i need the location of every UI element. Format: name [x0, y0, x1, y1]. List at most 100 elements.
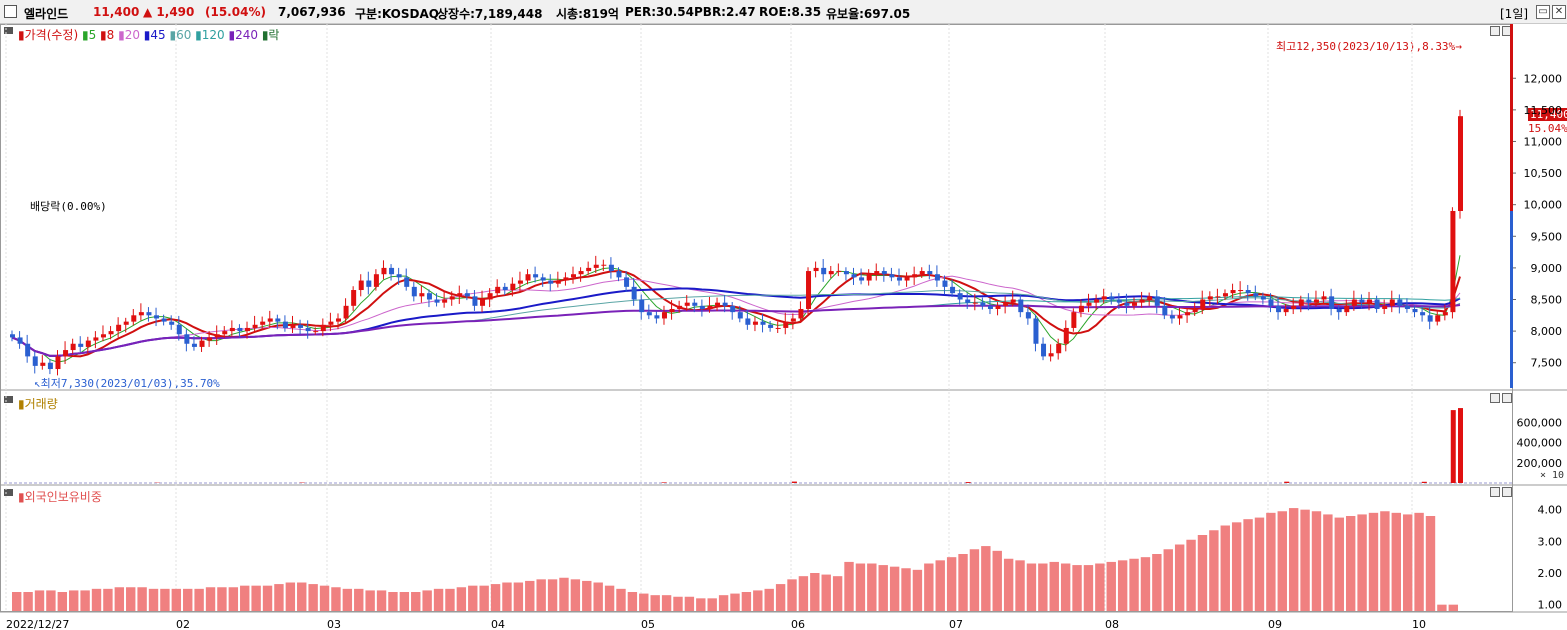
candle-body: [123, 321, 129, 325]
candle-body: [70, 343, 76, 351]
candle-body: [533, 274, 539, 278]
volume-panel-min-icon[interactable]: [1490, 393, 1500, 403]
foreign-legend[interactable]: ▮외국인보유비중: [18, 490, 102, 504]
foreign-bar: [901, 568, 911, 611]
foreign-bar: [342, 588, 353, 611]
volume-legend[interactable]: ▮거래량: [18, 397, 58, 411]
candle-body: [669, 308, 675, 313]
last-price-tag: 11,400: [1528, 108, 1567, 121]
foreign-bar: [354, 588, 364, 611]
candle-body: [207, 337, 213, 341]
candle-body: [828, 271, 834, 275]
candle-body: [457, 293, 463, 297]
volume-panel-close-icon[interactable]: [1502, 393, 1512, 403]
foreign-bar: [319, 585, 330, 611]
candle-body: [313, 331, 319, 333]
candle-body: [1041, 343, 1047, 357]
candle-body: [1329, 296, 1335, 309]
volume-panel-icon[interactable]: [4, 396, 13, 403]
candle-body: [661, 312, 667, 319]
candle-body: [1420, 312, 1426, 316]
dividend-annotation: 배당락(0.00%): [30, 200, 107, 213]
volume-unit: × 10: [1540, 470, 1565, 481]
foreign-panel-min-icon[interactable]: [1490, 487, 1500, 497]
candle-body: [1382, 305, 1388, 309]
legend-ma-7[interactable]: ▮락: [261, 28, 280, 42]
candle-body: [1101, 296, 1107, 300]
foreign-bar: [1414, 512, 1424, 611]
roe-value: ROE:8.35: [759, 5, 822, 19]
foreign-bar: [798, 576, 809, 611]
price-panel-min-icon[interactable]: [1490, 26, 1500, 36]
foreign-bar: [513, 582, 524, 611]
candle-body: [608, 264, 614, 272]
panel-menu-icon[interactable]: [4, 27, 13, 34]
current-price: 11,400: [93, 5, 140, 19]
period-selector[interactable]: [1일]: [1500, 7, 1529, 21]
candle-body: [775, 327, 781, 329]
foreign-bar: [707, 598, 717, 611]
candle-body: [1048, 353, 1054, 357]
foreign-bar: [1026, 563, 1037, 611]
maximize-icon[interactable]: ▭: [1536, 5, 1550, 19]
candle-body: [1450, 211, 1456, 313]
legend-ma-0[interactable]: ▮5: [81, 28, 101, 42]
candle-body: [100, 334, 106, 338]
candle-body: [116, 324, 122, 332]
close-icon[interactable]: ✕: [1552, 5, 1566, 19]
candle-body: [571, 274, 577, 278]
volume-bar: [1284, 481, 1290, 483]
foreign-bar: [559, 577, 569, 611]
foreign-bar: [456, 587, 467, 611]
foreign-bar: [616, 588, 626, 611]
candle-body: [730, 305, 736, 313]
price-scale-down: [1510, 211, 1513, 388]
candle-body: [1298, 299, 1304, 306]
candle-body: [692, 302, 698, 306]
candle-body: [381, 267, 387, 275]
candle-body: [1397, 299, 1403, 306]
foreign-bar: [23, 592, 33, 611]
price-change: ▲ 1,490: [143, 5, 195, 19]
candle-body: [161, 318, 167, 322]
foreign-bar: [1277, 511, 1287, 611]
ma-240-line: [11, 304, 1461, 357]
legend-ma-5[interactable]: ▮120: [195, 28, 229, 42]
candle-body: [1094, 299, 1100, 303]
candle-body: [449, 296, 455, 300]
candle-body: [320, 324, 326, 332]
foreign-panel-close-icon[interactable]: [1502, 487, 1512, 497]
legend-price[interactable]: ▮가격(수정): [18, 28, 79, 42]
legend-ma-3[interactable]: ▮45: [143, 28, 170, 42]
legend-ma-1[interactable]: ▮8: [100, 28, 119, 42]
candle-body: [950, 286, 956, 294]
foreign-bar: [308, 584, 318, 611]
legend-ma-2[interactable]: ▮20: [118, 28, 144, 42]
candle-body: [548, 280, 554, 284]
select-checkbox[interactable]: [4, 5, 17, 18]
price-tick-label: 8,500: [1531, 294, 1563, 307]
price-tick-label: 9,500: [1531, 230, 1563, 243]
candle-body: [434, 299, 440, 303]
foreign-bar: [1186, 539, 1196, 611]
candle-body: [1367, 299, 1373, 303]
foreign-bar: [604, 585, 615, 611]
legend-ma-4[interactable]: ▮60: [169, 28, 196, 42]
candle-body: [1222, 293, 1228, 297]
candle-body: [252, 324, 258, 328]
foreign-bar: [1197, 535, 1208, 611]
legend-ma-6[interactable]: ▮240: [228, 28, 262, 42]
candle-body: [768, 324, 774, 328]
volume-tick-label: 200,000: [1517, 457, 1563, 470]
candle-body: [419, 293, 425, 297]
candle-body: [1192, 308, 1198, 313]
foreign-bar: [1402, 514, 1413, 611]
candle-body: [328, 321, 334, 325]
candle-body: [495, 286, 501, 294]
foreign-bar: [365, 590, 375, 611]
candle-body: [1169, 315, 1175, 319]
candle-body: [1071, 312, 1077, 328]
foreign-tick-label: 2.00: [1538, 567, 1563, 580]
candle-body: [1185, 312, 1191, 316]
foreign-panel-icon[interactable]: [4, 489, 13, 496]
